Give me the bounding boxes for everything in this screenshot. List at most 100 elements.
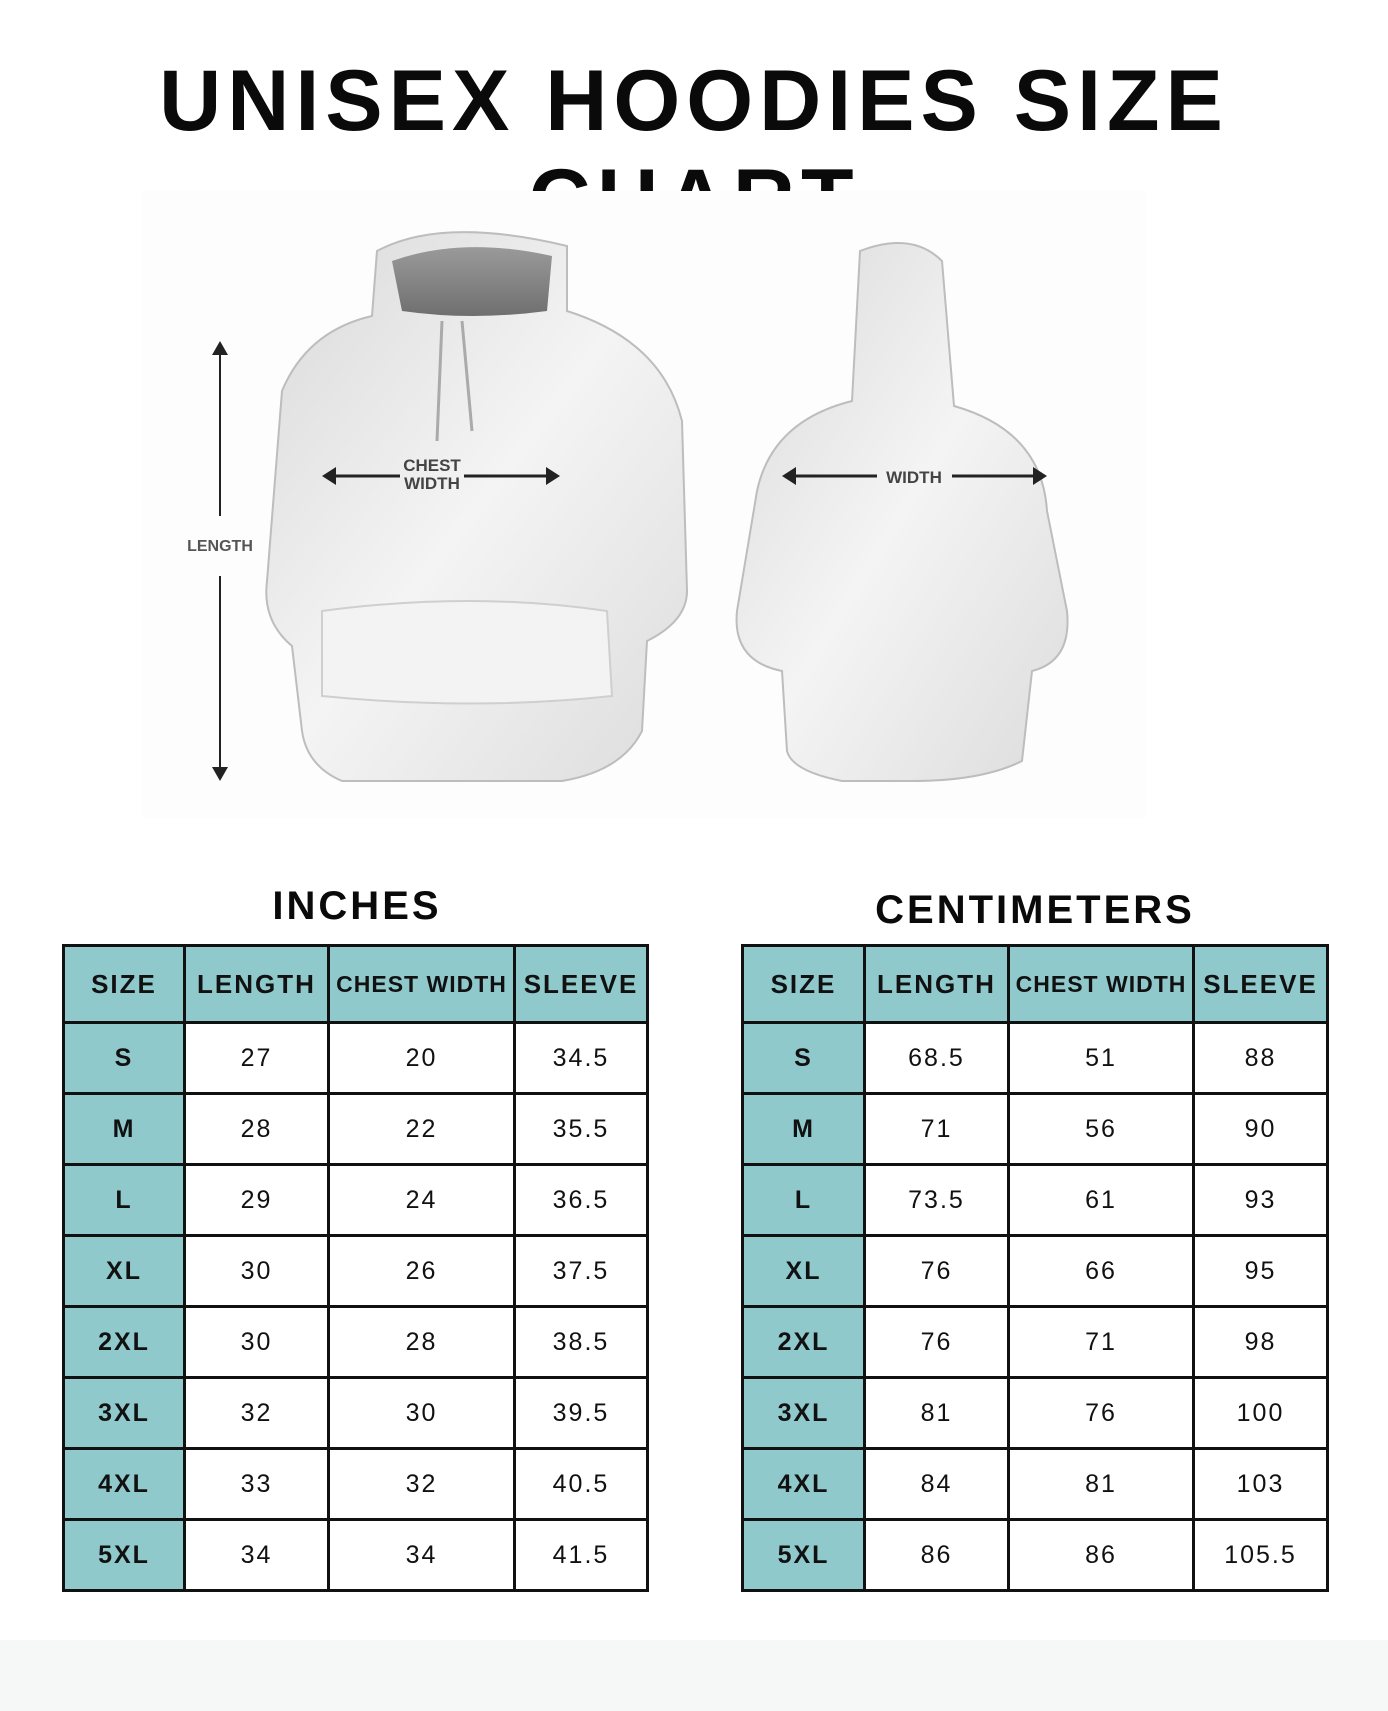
chest-label-1: CHEST	[403, 456, 461, 475]
value-cell: 51	[1007, 1021, 1195, 1095]
size-cell: 3XL	[741, 1376, 866, 1450]
column-header: LENGTH	[183, 944, 330, 1024]
value-cell: 38.5	[513, 1305, 649, 1379]
table-row: XL 76 66 95	[741, 1234, 1329, 1308]
value-cell: 37.5	[513, 1234, 649, 1308]
value-cell: 34.5	[513, 1021, 649, 1095]
value-cell: 88	[1192, 1021, 1329, 1095]
value-cell: 98	[1192, 1305, 1329, 1379]
size-cell: XL	[62, 1234, 186, 1308]
size-cell: 2XL	[62, 1305, 186, 1379]
value-cell: 90	[1192, 1092, 1329, 1166]
table-row: 5XL 86 86 105.5	[741, 1518, 1329, 1592]
table-row: S 27 20 34.5	[62, 1021, 649, 1095]
value-cell: 81	[1007, 1447, 1195, 1521]
column-header: SLEEVE	[513, 944, 649, 1024]
centimeters-table: SIZE LENGTH CHEST WIDTH SLEEVE S 68.5 51 88 M 71 5…	[741, 944, 1329, 1592]
bottom-strip	[0, 1640, 1388, 1711]
value-cell: 61	[1007, 1163, 1195, 1237]
value-cell: 30	[327, 1376, 516, 1450]
inches-title: INCHES	[272, 884, 442, 928]
table-row: 3XL 81 76 100	[741, 1376, 1329, 1450]
table-row: 2XL 76 71 98	[741, 1305, 1329, 1379]
value-cell: 105.5	[1192, 1518, 1329, 1592]
table-row: 4XL 84 81 103	[741, 1447, 1329, 1521]
value-cell: 76	[863, 1234, 1010, 1308]
value-cell: 33	[183, 1447, 330, 1521]
column-header: SIZE	[741, 944, 866, 1024]
table-row: 4XL 33 32 40.5	[62, 1447, 649, 1521]
header-row: SIZE LENGTH CHEST WIDTH SLEEVE	[62, 944, 649, 1024]
length-label: LENGTH	[187, 538, 253, 555]
hoodie-diagram: CHEST WIDTH LENGTH WIDTH	[142, 191, 1146, 818]
size-cell: 4XL	[741, 1447, 866, 1521]
value-cell: 30	[183, 1305, 330, 1379]
size-cell: 2XL	[741, 1305, 866, 1379]
size-cell: 3XL	[62, 1376, 186, 1450]
value-cell: 22	[327, 1092, 516, 1166]
header-row: SIZE LENGTH CHEST WIDTH SLEEVE	[741, 944, 1329, 1024]
value-cell: 93	[1192, 1163, 1329, 1237]
inches-table: SIZE LENGTH CHEST WIDTH SLEEVE S 27 20 34.5 M 28 2…	[62, 944, 649, 1592]
size-cell: M	[741, 1092, 866, 1166]
length-arrow	[212, 341, 228, 781]
value-cell: 100	[1192, 1376, 1329, 1450]
back-hoodie: WIDTH	[735, 242, 1069, 782]
value-cell: 28	[327, 1305, 516, 1379]
table-row: L 73.5 61 93	[741, 1163, 1329, 1237]
value-cell: 40.5	[513, 1447, 649, 1521]
value-cell: 66	[1007, 1234, 1195, 1308]
table-row: 2XL 30 28 38.5	[62, 1305, 649, 1379]
value-cell: 71	[863, 1092, 1010, 1166]
value-cell: 76	[863, 1305, 1010, 1379]
value-cell: 95	[1192, 1234, 1329, 1308]
value-cell: 76	[1007, 1376, 1195, 1450]
value-cell: 34	[183, 1518, 330, 1592]
value-cell: 73.5	[863, 1163, 1010, 1237]
value-cell: 34	[327, 1518, 516, 1592]
value-cell: 24	[327, 1163, 516, 1237]
size-cell: 5XL	[62, 1518, 186, 1592]
value-cell: 71	[1007, 1305, 1195, 1379]
value-cell: 68.5	[863, 1021, 1010, 1095]
value-cell: 27	[183, 1021, 330, 1095]
value-cell: 86	[1007, 1518, 1195, 1592]
value-cell: 35.5	[513, 1092, 649, 1166]
chest-label-2: WIDTH	[404, 474, 460, 493]
value-cell: 30	[183, 1234, 330, 1308]
value-cell: 32	[183, 1376, 330, 1450]
column-header: CHEST WIDTH	[1007, 944, 1195, 1024]
value-cell: 26	[327, 1234, 516, 1308]
value-cell: 28	[183, 1092, 330, 1166]
value-cell: 39.5	[513, 1376, 649, 1450]
size-cell: XL	[741, 1234, 866, 1308]
value-cell: 86	[863, 1518, 1010, 1592]
table-row: L 29 24 36.5	[62, 1163, 649, 1237]
width-arrow	[782, 467, 1047, 485]
value-cell: 103	[1192, 1447, 1329, 1521]
size-cell: 5XL	[741, 1518, 866, 1592]
table-row: M 71 56 90	[741, 1092, 1329, 1166]
size-cell: 4XL	[62, 1447, 186, 1521]
value-cell: 84	[863, 1447, 1010, 1521]
table-row: M 28 22 35.5	[62, 1092, 649, 1166]
value-cell: 32	[327, 1447, 516, 1521]
size-cell: S	[741, 1021, 866, 1095]
column-header: SLEEVE	[1192, 944, 1329, 1024]
width-label: WIDTH	[886, 468, 942, 487]
size-cell: L	[62, 1163, 186, 1237]
table-row: XL 30 26 37.5	[62, 1234, 649, 1308]
chest-width-arrow	[322, 467, 560, 485]
size-cell: M	[62, 1092, 186, 1166]
table-row: 5XL 34 34 41.5	[62, 1518, 649, 1592]
value-cell: 41.5	[513, 1518, 649, 1592]
size-cell: S	[62, 1021, 186, 1095]
value-cell: 36.5	[513, 1163, 649, 1237]
value-cell: 81	[863, 1376, 1010, 1450]
front-hoodie: CHEST WIDTH LENGTH	[187, 231, 689, 782]
size-cell: L	[741, 1163, 866, 1237]
column-header: LENGTH	[863, 944, 1010, 1024]
column-header: CHEST WIDTH	[327, 944, 516, 1024]
column-header: SIZE	[62, 944, 186, 1024]
centimeters-title: CENTIMETERS	[875, 888, 1195, 932]
